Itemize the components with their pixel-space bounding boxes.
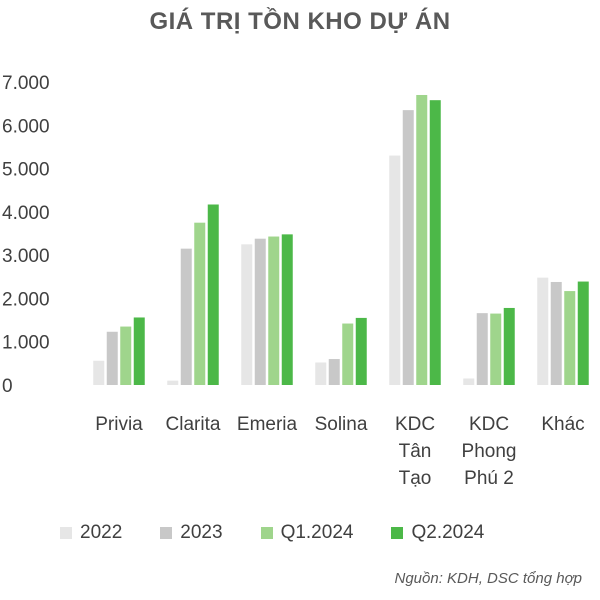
bar [254,238,266,385]
legend-item: Q2.2024 [391,522,484,544]
bar [355,317,367,385]
legend-swatch [260,527,273,539]
y-tick-label: 6.000 [2,116,50,137]
bar [120,326,132,385]
x-tick-label: Khác [541,414,584,435]
bar [106,331,118,385]
bar [281,234,293,385]
y-tick-label: 5.000 [2,160,50,181]
bar [241,244,253,385]
x-tick-label: Tạo [399,468,432,489]
x-tick-label: Clarita [166,414,221,435]
legend-label: 2023 [180,522,223,543]
x-tick-label: Phú 2 [464,468,514,489]
legend-swatch [60,527,72,539]
legend-item: 2022 [60,522,122,544]
bar [342,323,354,385]
source-note: Nguồn: KDH, DSC tổng hợp [394,570,583,587]
bar [315,362,327,385]
y-tick-label: 0 [2,376,13,397]
chart-legend: 2022 2023 Q1.2024 Q2.2024 [60,518,600,548]
y-tick-label: 1.000 [2,333,50,354]
bar [416,94,428,385]
x-tick-label: Phong [462,441,517,462]
legend-label: Q1.2024 [280,522,354,543]
bar [476,313,488,385]
legend-label: 2022 [80,522,123,543]
bar [550,281,562,385]
y-tick-label: 4.000 [2,203,50,224]
bar [429,100,441,386]
bar [180,248,192,385]
legend-item: 2023 [160,522,223,544]
bar [537,277,549,385]
bar [389,155,401,385]
bar [577,281,589,385]
y-tick-label: 7.000 [2,73,50,94]
bar [167,380,179,385]
bar [490,313,502,385]
x-tick-label: Emeria [237,414,298,435]
bar [93,360,105,385]
y-tick-label: 3.000 [2,246,50,267]
legend-item: Q1.2024 [260,522,354,544]
bar [194,222,206,385]
bar [463,378,475,385]
bar [503,307,515,385]
bar [207,204,219,385]
legend-label: Q2.2024 [411,522,485,543]
y-tick-label: 2.000 [2,289,50,310]
bar [402,110,414,385]
bar [564,291,576,385]
legend-swatch [160,527,173,539]
bar [268,236,280,385]
legend-swatch [391,527,404,539]
chart-title: GIÁ TRỊ TỒN KHO DỰ ÁN [149,8,451,35]
x-tick-label: Tân [399,441,432,462]
x-tick-label: Solina [315,414,368,435]
x-tick-label: KDC [395,414,435,435]
bar [133,317,145,385]
bar [328,359,340,385]
x-tick-label: KDC [469,414,509,435]
x-tick-label: Privia [95,414,143,435]
